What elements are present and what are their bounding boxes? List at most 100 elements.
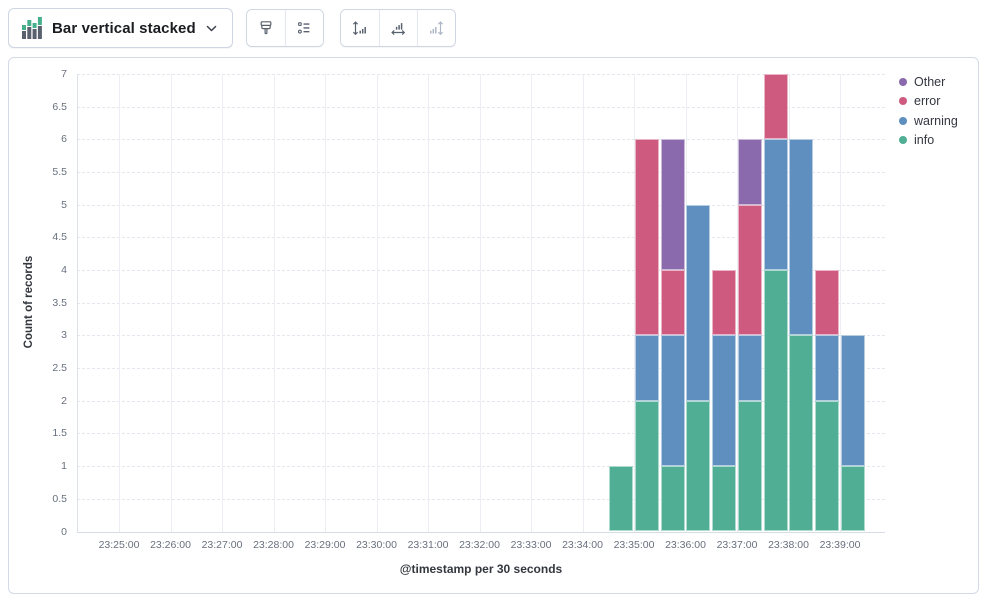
y-gridline (77, 270, 885, 272)
chart-type-dropdown[interactable]: Bar vertical stacked (8, 8, 233, 48)
bar-segment-other[interactable] (737, 139, 762, 205)
x-axis-title: @timestamp per 30 seconds (399, 562, 563, 576)
legend-label: info (914, 133, 935, 148)
x-gridline (531, 74, 532, 532)
y-gridline (77, 204, 885, 206)
bar-segment-warning[interactable] (737, 335, 762, 401)
bar-segment-info[interactable] (712, 466, 737, 532)
bar-segment-error[interactable] (712, 270, 737, 336)
bar-segment-error[interactable] (763, 74, 788, 140)
axis-right-icon (428, 20, 445, 37)
y-axis-tick-label: 1.5 (52, 427, 67, 440)
x-axis-tick-label: 23:26:00 (150, 538, 191, 551)
axis-left-icon (351, 20, 368, 37)
y-axis-tick-label: 2.5 (52, 362, 67, 375)
legend-dot (899, 136, 907, 145)
x-axis-tick-label: 23:31:00 (407, 538, 449, 551)
x-gridline (840, 74, 841, 532)
bar-segment-info[interactable] (686, 400, 711, 532)
legend-item-other[interactable]: Other (899, 72, 958, 92)
y-gridline (77, 302, 885, 304)
bar-segment-warning[interactable] (815, 335, 840, 401)
legend-dot (899, 77, 907, 86)
y-gridline (77, 400, 885, 402)
chevron-down-icon (205, 22, 218, 35)
x-gridline (376, 74, 378, 532)
axis-button-group (339, 9, 456, 47)
x-gridline (737, 74, 738, 532)
bar-segment-error[interactable] (660, 270, 685, 336)
x-gridline (685, 74, 687, 532)
stacked-bar-chart: 0 0.5 1 1.5 2 2.5 3 3.5 4 4.5 5 5.5 6 6.5 7 23:25:00 23:… (9, 58, 978, 593)
y-gridline (77, 433, 885, 435)
y-gridline (77, 172, 885, 174)
legend-item-info[interactable]: info (899, 131, 958, 151)
x-axis-tick-label: 23:30:00 (356, 538, 397, 551)
bar-segment-warning[interactable] (634, 335, 659, 401)
y-gridline (77, 368, 885, 370)
y-axis-title: Count of records (23, 255, 35, 349)
x-axis-tick-label: 23:32:00 (459, 538, 500, 551)
chart-legend: Other error warning info (899, 72, 958, 150)
right-axis-button (416, 10, 455, 46)
bar-segment-info[interactable] (789, 335, 814, 532)
chart-panel: 0 0.5 1 1.5 2 2.5 3 3.5 4 4.5 5 5.5 6 6.5 7 23:25:00 23:… (8, 57, 979, 594)
x-gridline (582, 74, 584, 532)
x-axis-line (77, 531, 885, 533)
bar-segment-error[interactable] (815, 270, 840, 336)
x-gridline (273, 74, 275, 532)
y-axis-tick-label: 3 (61, 329, 67, 342)
bar-segment-info[interactable] (660, 466, 685, 532)
legend-dot (899, 97, 907, 106)
style-button-group (245, 9, 324, 47)
legend-label: error (914, 94, 941, 109)
bar-segment-warning[interactable] (840, 335, 865, 467)
bar-vertical-stacked-icon (21, 17, 43, 39)
y-gridline (77, 74, 885, 75)
x-gridline (170, 74, 172, 532)
left-axis-button[interactable] (340, 10, 379, 46)
bottom-axis-button[interactable] (378, 10, 417, 46)
bar-segment-warning[interactable] (686, 204, 711, 401)
bar-segment-warning[interactable] (789, 139, 814, 336)
bar-segment-error[interactable] (737, 204, 762, 336)
x-gridline (479, 74, 481, 532)
x-gridline (428, 74, 429, 532)
y-axis-tick-label: 1 (61, 460, 67, 473)
bar-segment-info[interactable] (763, 270, 788, 532)
legend-item-error[interactable]: error (899, 92, 958, 112)
legend-item-warning[interactable]: warning (899, 111, 958, 131)
y-axis-tick-label: 6.5 (52, 100, 67, 113)
y-axis-tick-label: 5.5 (52, 166, 67, 179)
legend-settings-button[interactable] (284, 10, 323, 46)
y-axis-tick-label: 0 (61, 525, 67, 538)
y-axis-tick-label: 3.5 (52, 296, 67, 309)
bar-segment-info[interactable] (840, 466, 865, 532)
y-axis-tick-label: 4 (61, 264, 67, 277)
bar-segment-other[interactable] (660, 139, 685, 271)
bar-segment-warning[interactable] (712, 335, 737, 467)
visual-options-button[interactable] (246, 10, 285, 46)
axis-bottom-icon (390, 20, 407, 37)
bar-segment-warning[interactable] (660, 335, 685, 467)
chart-type-label: Bar vertical stacked (52, 19, 196, 37)
y-gridline (77, 466, 885, 468)
bar-segment-warning[interactable] (763, 139, 788, 271)
bar-segment-info[interactable] (634, 400, 659, 532)
x-gridline (222, 74, 223, 532)
y-axis-line (77, 74, 78, 532)
bar-segment-info[interactable] (815, 400, 840, 532)
x-axis-tick-label: 23:37:00 (716, 538, 758, 551)
y-axis-tick-label: 4.5 (52, 231, 67, 244)
x-axis-tick-label: 23:34:00 (562, 538, 603, 551)
x-axis-tick-label: 23:27:00 (201, 538, 243, 551)
bar-segment-info[interactable] (737, 400, 762, 532)
bar-segment-info[interactable] (609, 466, 634, 532)
x-axis-tick-label: 23:35:00 (613, 538, 655, 551)
bar-segment-error[interactable] (634, 139, 659, 336)
y-axis-tick-label: 6 (61, 133, 67, 146)
x-axis-tick-label: 23:39:00 (819, 538, 861, 551)
x-gridline (119, 74, 120, 532)
y-gridline (77, 335, 885, 337)
legend-dot (899, 116, 907, 125)
